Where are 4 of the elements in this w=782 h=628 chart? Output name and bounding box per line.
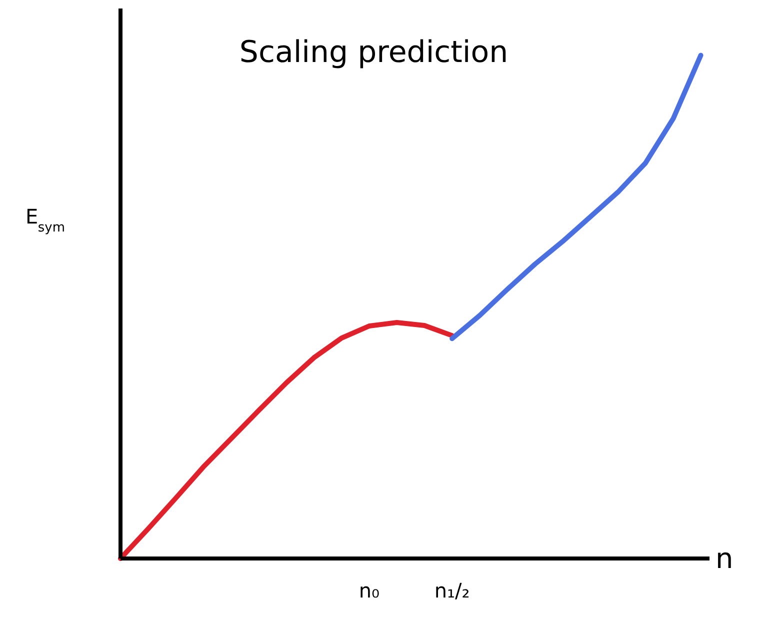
- x-axis-title: n: [716, 542, 734, 575]
- x-tick-label: n₁/₂: [434, 578, 470, 602]
- chart-title: Scaling prediction: [239, 35, 508, 70]
- x-tick-label: n₀: [358, 578, 380, 602]
